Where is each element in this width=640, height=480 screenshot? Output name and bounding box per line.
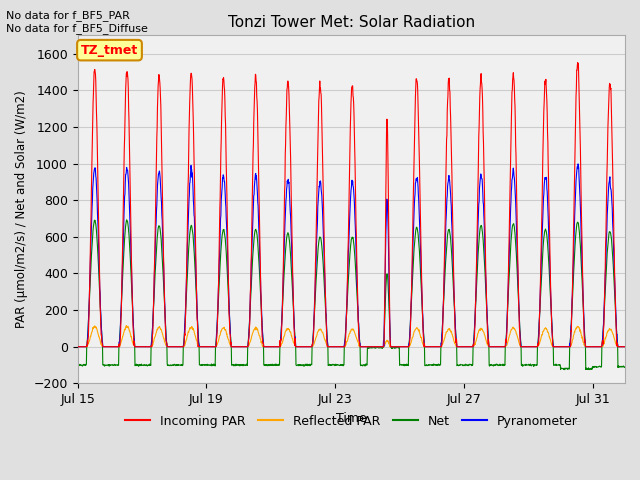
Y-axis label: PAR (μmol/m2/s) / Net and Solar (W/m2): PAR (μmol/m2/s) / Net and Solar (W/m2) xyxy=(15,90,28,328)
Text: TZ_tmet: TZ_tmet xyxy=(81,44,138,57)
Legend: Incoming PAR, Reflected PAR, Net, Pyranometer: Incoming PAR, Reflected PAR, Net, Pyrano… xyxy=(120,410,583,433)
Text: No data for f_BF5_PAR: No data for f_BF5_PAR xyxy=(6,11,131,22)
Text: No data for f_BF5_Diffuse: No data for f_BF5_Diffuse xyxy=(6,23,148,34)
X-axis label: Time: Time xyxy=(336,411,367,425)
Title: Tonzi Tower Met: Solar Radiation: Tonzi Tower Met: Solar Radiation xyxy=(228,15,475,30)
